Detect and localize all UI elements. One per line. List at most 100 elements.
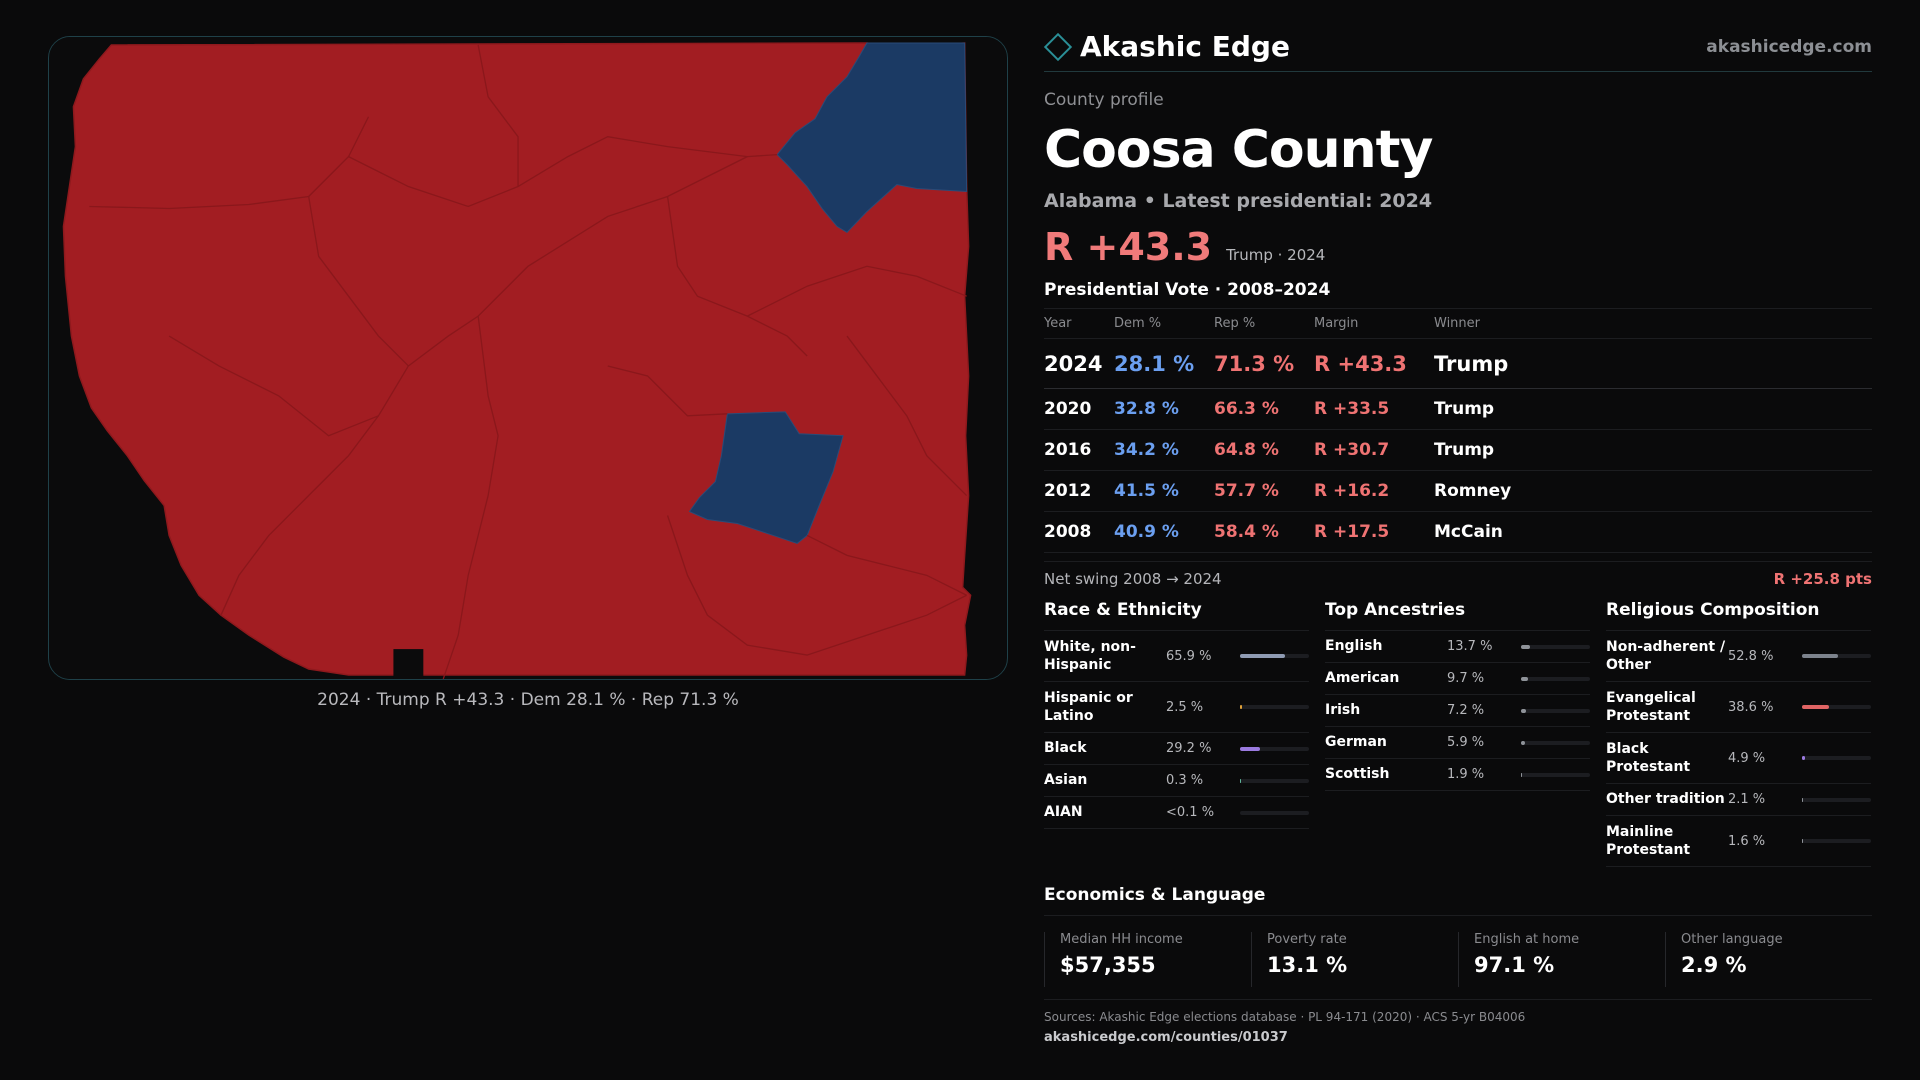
religion-bar-fill xyxy=(1802,654,1839,658)
race-bar xyxy=(1240,810,1309,815)
race-bar-fill xyxy=(1240,746,1261,751)
brand-header: Akashic Edge akashicedge.com xyxy=(1043,30,1872,72)
race-value: 65.9 % xyxy=(1166,648,1212,664)
ancestry-bar-fill xyxy=(1521,644,1531,649)
religion-bar xyxy=(1802,705,1871,709)
precinct-democrat-central[interactable] xyxy=(688,411,844,544)
county-map[interactable] xyxy=(48,36,1008,680)
cell-winner: McCain xyxy=(1434,511,1872,553)
cell-year: 2016 xyxy=(1044,429,1114,471)
race-value: 29.2 % xyxy=(1166,741,1212,756)
ancestry-bar-fill xyxy=(1521,772,1523,777)
brand-name: Akashic Edge xyxy=(1080,30,1290,63)
cell-margin: R +30.7 xyxy=(1314,429,1434,471)
stat-value: 97.1 % xyxy=(1474,953,1555,977)
table-row: 2020 32.8 % 66.3 % R +33.5 Trump xyxy=(1044,388,1872,430)
race-label: Asian xyxy=(1044,772,1088,789)
religion-value: 1.6 % xyxy=(1728,833,1766,849)
brand[interactable]: Akashic Edge xyxy=(1043,30,1290,63)
list-item: Asian 0.3 % xyxy=(1044,765,1309,797)
race-bar-fill xyxy=(1240,654,1286,658)
cell-year: 2008 xyxy=(1044,511,1114,553)
cell-year: 2012 xyxy=(1044,470,1114,512)
race-title: Race & Ethnicity xyxy=(1044,600,1309,631)
race-bar xyxy=(1240,654,1309,658)
stat-label: Other language xyxy=(1681,932,1783,947)
cell-rep: 66.3 % xyxy=(1214,388,1314,430)
precinct-map-svg xyxy=(49,37,1007,679)
race-label: Black xyxy=(1044,740,1087,757)
list-item: German 5.9 % xyxy=(1325,727,1590,759)
ancestry-bar-fill xyxy=(1521,740,1526,745)
religion-label: Other tradition xyxy=(1606,791,1725,808)
stat-other-language: Other language 2.9 % xyxy=(1665,932,1872,987)
cell-winner: Romney xyxy=(1434,470,1872,512)
cell-rep: 57.7 % xyxy=(1214,470,1314,512)
religion-label: Non-adherent / Other xyxy=(1606,638,1726,673)
stat-label: English at home xyxy=(1474,932,1580,947)
stat-poverty-rate: Poverty rate 13.1 % xyxy=(1251,932,1458,987)
ancestry-bar xyxy=(1521,676,1590,681)
race-value: 2.5 % xyxy=(1166,699,1204,715)
map-notch xyxy=(393,649,424,679)
race-bar xyxy=(1240,778,1309,783)
list-item: Black 29.2 % xyxy=(1044,733,1309,765)
table-row: 2008 40.9 % 58.4 % R +17.5 McCain xyxy=(1044,511,1872,553)
religion-bar-fill xyxy=(1802,705,1829,709)
list-item: American 9.7 % xyxy=(1325,663,1590,695)
sources-text: Sources: Akashic Edge elections database… xyxy=(1044,1010,1526,1024)
list-item: Other tradition 2.1 % xyxy=(1606,784,1871,816)
cell-rep: 58.4 % xyxy=(1214,511,1314,553)
cell-margin: R +43.3 xyxy=(1314,338,1434,389)
precinct-boundaries xyxy=(89,44,968,679)
precinct-democrat-northeast[interactable] xyxy=(776,42,968,234)
religion-value: 38.6 % xyxy=(1728,699,1774,715)
cell-winner: Trump xyxy=(1434,338,1872,389)
list-item: Evangelical Protestant 38.6 % xyxy=(1606,682,1871,733)
list-item: Irish 7.2 % xyxy=(1325,695,1590,727)
religion-label: Mainline Protestant xyxy=(1606,823,1691,858)
net-swing: Net swing 2008 → 2024 R +25.8 pts xyxy=(1044,561,1872,588)
vote-section-title: Presidential Vote · 2008–2024 xyxy=(1044,280,1331,300)
list-item: Hispanic or Latino 2.5 % xyxy=(1044,682,1309,733)
religion-column: Religious Composition Non-adherent / Oth… xyxy=(1606,600,1871,867)
religion-bar xyxy=(1802,654,1871,658)
stat-value: $57,355 xyxy=(1060,953,1156,977)
county-profile-panel: Akashic Edge akashicedge.com County prof… xyxy=(1043,30,1872,1045)
ancestry-bar xyxy=(1521,772,1590,777)
source-url-link[interactable]: akashicedge.com/counties/01037 xyxy=(1044,1030,1288,1045)
col-dem: Dem % xyxy=(1114,308,1214,339)
religion-bar xyxy=(1802,839,1871,843)
cell-winner: Trump xyxy=(1434,429,1872,471)
race-bar-fill xyxy=(1240,705,1242,709)
headline-note: Trump · 2024 xyxy=(1226,246,1326,264)
ancestry-bar-fill xyxy=(1521,708,1526,713)
race-bar-fill xyxy=(1240,778,1242,783)
religion-bar-fill xyxy=(1802,756,1806,760)
cell-rep: 64.8 % xyxy=(1214,429,1314,471)
race-column: Race & Ethnicity White, non-Hispanic 65.… xyxy=(1044,600,1309,867)
race-label: White, non-Hispanic xyxy=(1044,638,1136,673)
list-item: Scottish 1.9 % xyxy=(1325,759,1590,791)
col-year: Year xyxy=(1044,308,1114,339)
list-item: Black Protestant 4.9 % xyxy=(1606,733,1871,784)
religion-label: Evangelical Protestant xyxy=(1606,689,1696,724)
economics-stats: Median HH income $57,355 Poverty rate 13… xyxy=(1044,932,1872,987)
cell-dem: 28.1 % xyxy=(1114,338,1214,389)
ancestry-bar xyxy=(1521,708,1590,713)
ancestry-title: Top Ancestries xyxy=(1325,600,1590,631)
ancestry-label: German xyxy=(1325,734,1387,751)
race-bar xyxy=(1240,746,1309,751)
cell-dem: 41.5 % xyxy=(1114,470,1214,512)
ancestry-bar-fill xyxy=(1521,676,1528,681)
ancestry-label: Scottish xyxy=(1325,766,1390,783)
race-value: <0.1 % xyxy=(1166,805,1215,820)
cell-dem: 32.8 % xyxy=(1114,388,1214,430)
cell-rep: 71.3 % xyxy=(1214,338,1314,389)
stat-median-income: Median HH income $57,355 xyxy=(1044,932,1251,987)
list-item: White, non-Hispanic 65.9 % xyxy=(1044,631,1309,682)
ancestry-bar xyxy=(1521,644,1590,649)
brand-domain-link[interactable]: akashicedge.com xyxy=(1706,36,1872,57)
religion-value: 52.8 % xyxy=(1728,648,1774,664)
demographics: Race & Ethnicity White, non-Hispanic 65.… xyxy=(1044,600,1872,867)
